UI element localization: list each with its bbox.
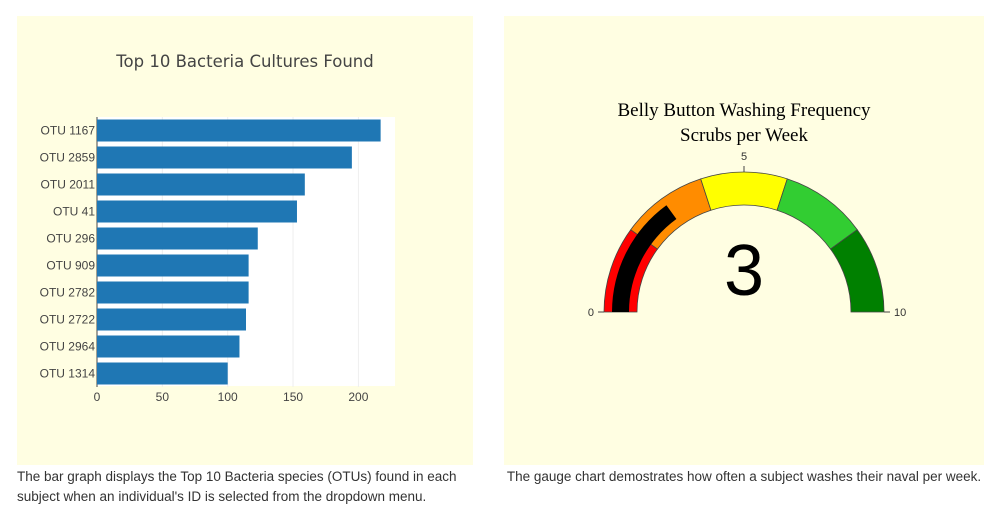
- gauge-tick-label: 5: [741, 151, 747, 163]
- gauge-tick-label: 0: [588, 307, 594, 319]
- x-tick-label: 150: [283, 390, 303, 404]
- gauge-step: [700, 171, 788, 211]
- bar[interactable]: [97, 227, 258, 250]
- gauge-chart-panel: Belly Button Washing Frequency Scrubs pe…: [504, 16, 984, 465]
- bar[interactable]: [97, 362, 228, 385]
- gauge-value-number: 3: [724, 231, 764, 311]
- x-tick-label: 50: [156, 390, 170, 404]
- y-tick-label: OTU 1314: [40, 367, 96, 381]
- y-tick-label: OTU 296: [46, 232, 95, 246]
- bar[interactable]: [97, 254, 249, 277]
- bar[interactable]: [97, 281, 249, 304]
- y-tick-label: OTU 2782: [40, 286, 96, 300]
- x-tick-label: 0: [94, 390, 101, 404]
- y-tick-label: OTU 1167: [41, 124, 96, 138]
- y-tick-label: OTU 909: [46, 259, 95, 273]
- bar-chart-caption: The bar graph displays the Top 10 Bacter…: [17, 469, 457, 504]
- gauge-chart: Belly Button Washing Frequency Scrubs pe…: [588, 100, 906, 319]
- gauge-value-bar: [612, 205, 677, 312]
- bar[interactable]: [97, 146, 352, 169]
- bar[interactable]: [97, 173, 305, 196]
- gauge-title: Belly Button Washing Frequency: [617, 100, 871, 121]
- bar[interactable]: [97, 119, 381, 142]
- gauge-subtitle: Scrubs per Week: [680, 125, 808, 146]
- y-tick-label: OTU 2964: [40, 340, 96, 354]
- gauge-tick-label: 10: [894, 307, 906, 319]
- y-tick-label: OTU 2011: [41, 178, 96, 192]
- x-tick-label: 200: [348, 390, 368, 404]
- y-tick-label: OTU 2859: [40, 151, 96, 165]
- gauge-chart-caption: The gauge chart demostrates how often a …: [506, 469, 982, 484]
- bar-chart: Top 10 Bacteria Cultures Found OTU 1167 O…: [40, 52, 395, 404]
- x-tick-label: 100: [218, 390, 238, 404]
- gauge-step: [830, 229, 885, 313]
- y-tick-label: OTU 2722: [40, 313, 96, 327]
- y-tick-label: OTU 41: [53, 205, 95, 219]
- bar[interactable]: [97, 200, 297, 223]
- bar[interactable]: [97, 335, 240, 358]
- bar-chart-panel: Top 10 Bacteria Cultures Found OTU 1167 O…: [17, 16, 473, 465]
- bar-chart-title: Top 10 Bacteria Cultures Found: [115, 52, 373, 71]
- bar[interactable]: [97, 308, 246, 331]
